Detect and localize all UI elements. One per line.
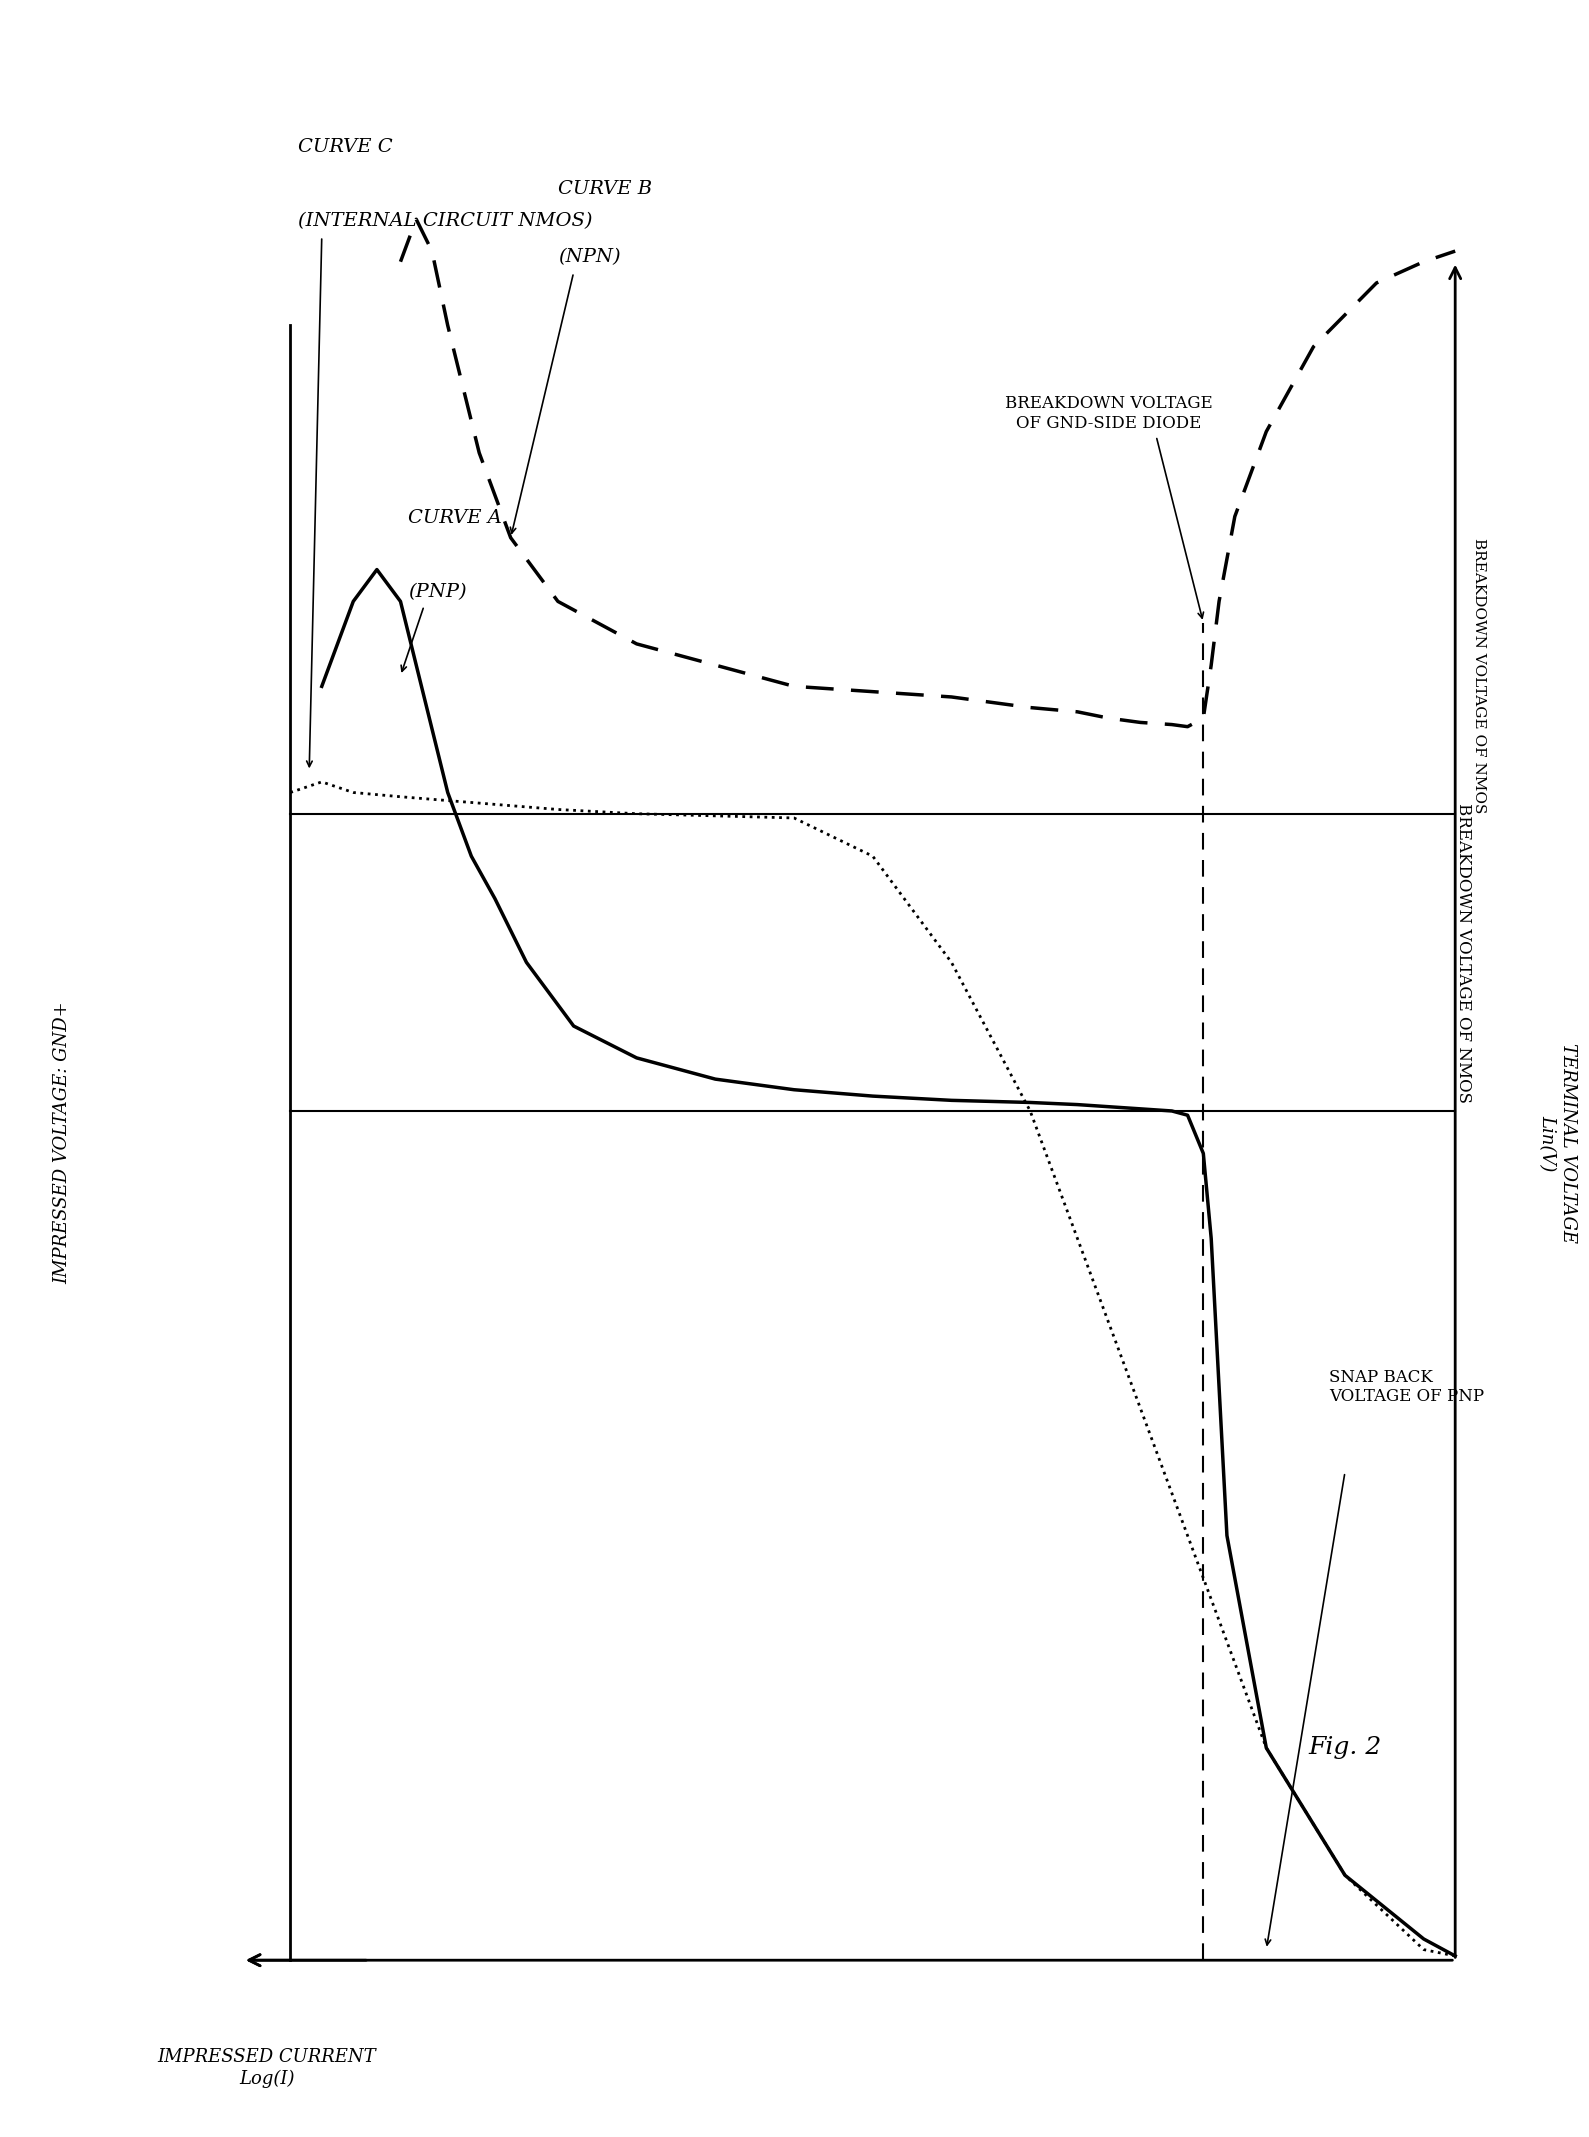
Text: TERMINAL VOLTAGE
Lin(V): TERMINAL VOLTAGE Lin(V) bbox=[1538, 1043, 1576, 1244]
Text: BREAKDOWN VOLTAGE
OF GND-SIDE DIODE: BREAKDOWN VOLTAGE OF GND-SIDE DIODE bbox=[1004, 395, 1212, 432]
Text: SNAP BACK
VOLTAGE OF PNP: SNAP BACK VOLTAGE OF PNP bbox=[1330, 1368, 1484, 1406]
Text: IMPRESSED VOLTAGE: GND+: IMPRESSED VOLTAGE: GND+ bbox=[52, 1002, 72, 1284]
Text: IMPRESSED CURRENT
Log(I): IMPRESSED CURRENT Log(I) bbox=[157, 2049, 377, 2088]
Text: (NPN): (NPN) bbox=[558, 248, 621, 265]
Text: (PNP): (PNP) bbox=[408, 583, 467, 600]
Text: CURVE A: CURVE A bbox=[408, 509, 502, 528]
Text: BREAKDOWN VOLTAGE OF NMOS: BREAKDOWN VOLTAGE OF NMOS bbox=[1454, 804, 1471, 1103]
Text: CURVE B: CURVE B bbox=[558, 180, 651, 199]
Text: CURVE C: CURVE C bbox=[299, 137, 392, 156]
Text: BREAKDOWN VOLTAGE OF NMOS: BREAKDOWN VOLTAGE OF NMOS bbox=[1471, 539, 1486, 814]
Text: Fig. 2: Fig. 2 bbox=[1308, 1737, 1381, 1759]
Text: (INTERNAL CIRCUIT NMOS): (INTERNAL CIRCUIT NMOS) bbox=[299, 212, 593, 231]
